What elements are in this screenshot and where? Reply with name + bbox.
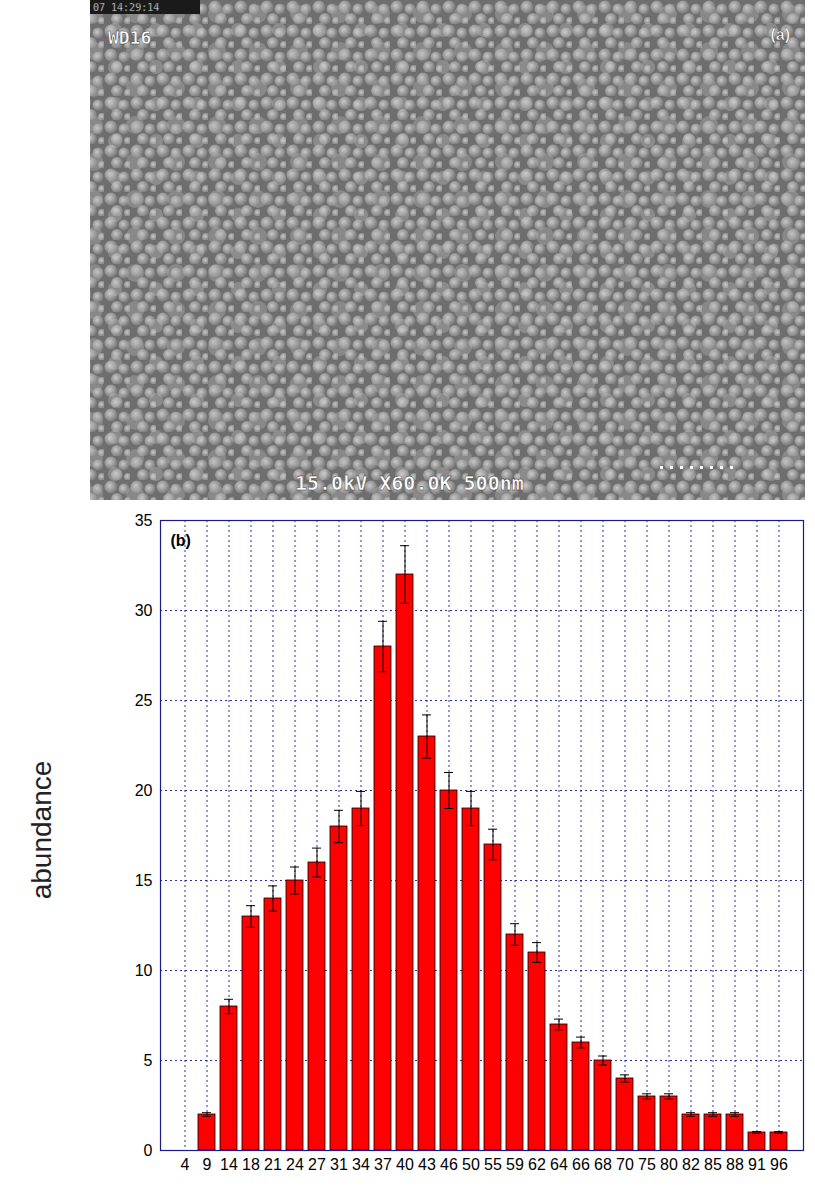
- svg-text:37: 37: [374, 1156, 392, 1173]
- svg-text:85: 85: [704, 1156, 722, 1173]
- svg-text:15: 15: [135, 872, 153, 889]
- svg-text:82: 82: [682, 1156, 700, 1173]
- svg-text:10: 10: [135, 962, 153, 979]
- svg-text:80: 80: [660, 1156, 678, 1173]
- svg-text:35: 35: [135, 512, 153, 529]
- svg-text:14: 14: [220, 1156, 238, 1173]
- svg-text:55: 55: [484, 1156, 502, 1173]
- svg-text:31: 31: [330, 1156, 348, 1173]
- svg-text:50: 50: [462, 1156, 480, 1173]
- svg-text:75: 75: [638, 1156, 656, 1173]
- svg-text:88: 88: [726, 1156, 744, 1173]
- svg-text:07 14:29:14: 07 14:29:14: [93, 2, 159, 13]
- svg-text:18: 18: [242, 1156, 260, 1173]
- svg-text:0: 0: [144, 1142, 153, 1159]
- html-text:abundance: abundance: [26, 760, 57, 900]
- svg-text:20: 20: [135, 782, 153, 799]
- svg-text:62: 62: [528, 1156, 546, 1173]
- svg-text:9: 9: [203, 1156, 212, 1173]
- svg-text:43: 43: [418, 1156, 436, 1173]
- svg-text:24: 24: [286, 1156, 304, 1173]
- svg-text:(a): (a): [770, 26, 790, 43]
- svg-text:59: 59: [506, 1156, 524, 1173]
- svg-text:68: 68: [594, 1156, 612, 1173]
- svg-text:66: 66: [572, 1156, 590, 1173]
- svg-text:4: 4: [181, 1156, 190, 1173]
- svg-text:25: 25: [135, 692, 153, 709]
- svg-text:91: 91: [748, 1156, 766, 1173]
- svg-text:WD16: WD16: [108, 27, 151, 48]
- svg-text:27: 27: [308, 1156, 326, 1173]
- svg-text:15.0kV X60.0K 500nm: 15.0kV X60.0K 500nm: [295, 471, 524, 495]
- svg-text:5: 5: [144, 1052, 153, 1069]
- svg-text:30: 30: [135, 602, 153, 619]
- svg-text:70: 70: [616, 1156, 634, 1173]
- svg-text:(b): (b): [171, 532, 191, 549]
- svg-text:64: 64: [550, 1156, 568, 1173]
- svg-text:96: 96: [770, 1156, 788, 1173]
- svg-text:46: 46: [440, 1156, 458, 1173]
- svg-text:40: 40: [396, 1156, 414, 1173]
- svg-text:21: 21: [264, 1156, 282, 1173]
- svg-text:34: 34: [352, 1156, 370, 1173]
